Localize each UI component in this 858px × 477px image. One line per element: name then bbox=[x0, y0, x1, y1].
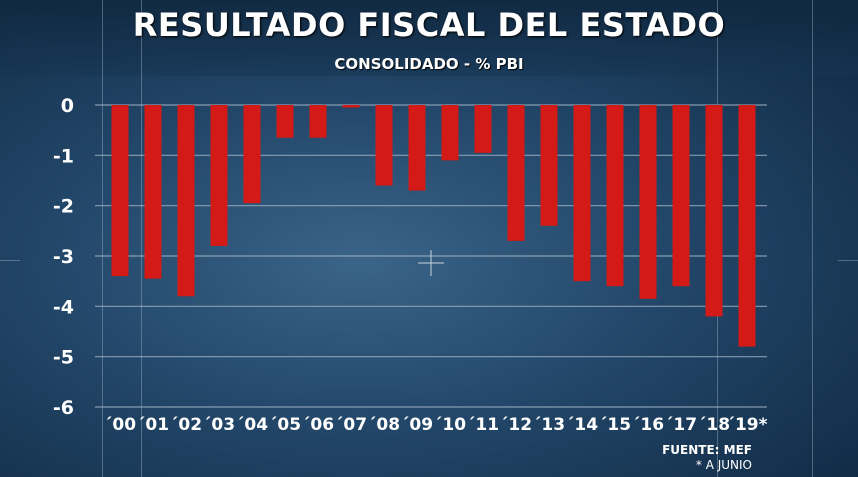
bar bbox=[507, 105, 525, 241]
y-tick-label: -2 bbox=[53, 196, 74, 218]
bar bbox=[540, 105, 558, 226]
frame-line-left-inner bbox=[141, 0, 142, 477]
y-tick-label: 0 bbox=[61, 95, 74, 117]
bar bbox=[738, 105, 756, 347]
x-tick-label: ´04 bbox=[236, 415, 268, 435]
y-tick-label: -4 bbox=[53, 296, 74, 318]
x-tick-label: ´07 bbox=[335, 415, 367, 435]
x-tick-label: ´09 bbox=[401, 415, 433, 435]
x-tick-label: ´13 bbox=[533, 415, 565, 435]
chart-subtitle: CONSOLIDADO - % PBI bbox=[334, 55, 524, 73]
source-label: FUENTE: MEF bbox=[662, 443, 752, 457]
x-tick-label: ´15 bbox=[599, 415, 631, 435]
x-tick-label: ´03 bbox=[203, 415, 235, 435]
y-tick-label: -6 bbox=[53, 397, 74, 419]
y-tick-label: -5 bbox=[53, 347, 74, 369]
x-tick-label: ´11 bbox=[467, 415, 499, 435]
x-tick-label: ´08 bbox=[368, 415, 400, 435]
bar bbox=[639, 105, 657, 299]
frame-line-right-inner bbox=[812, 0, 813, 477]
source-block: FUENTE: MEF * A JUNIO bbox=[662, 443, 752, 473]
x-tick-label: ´12 bbox=[500, 415, 532, 435]
bar bbox=[672, 105, 690, 287]
x-tick-label: ´05 bbox=[269, 415, 301, 435]
x-tick-label: ´02 bbox=[170, 415, 202, 435]
source-note: * A JUNIO bbox=[695, 458, 752, 472]
bar bbox=[243, 105, 261, 204]
bar bbox=[144, 105, 162, 279]
chart-title: RESULTADO FISCAL DEL ESTADO bbox=[132, 6, 726, 44]
bar bbox=[441, 105, 459, 161]
x-tick-label: ´00 bbox=[104, 415, 136, 435]
x-tick-label: ´19* bbox=[726, 415, 767, 435]
frame-line-left-tick bbox=[0, 260, 20, 261]
bar bbox=[375, 105, 393, 186]
bar bbox=[276, 105, 294, 138]
bar bbox=[408, 105, 426, 191]
y-tick-label: -1 bbox=[53, 145, 74, 167]
bar bbox=[111, 105, 129, 277]
x-tick-label: ´01 bbox=[137, 415, 169, 435]
bar bbox=[342, 105, 360, 108]
bar bbox=[177, 105, 195, 297]
bar bbox=[474, 105, 492, 153]
crosshair-icon bbox=[418, 250, 444, 276]
x-tick-label: ´16 bbox=[632, 415, 664, 435]
x-tick-label: ´06 bbox=[302, 415, 334, 435]
frame-line-right-tick bbox=[838, 260, 858, 261]
x-tick-label: ´17 bbox=[665, 415, 697, 435]
x-tick-label: ´10 bbox=[434, 415, 466, 435]
bar bbox=[705, 105, 723, 317]
y-tick-label: -3 bbox=[53, 246, 74, 268]
bar bbox=[606, 105, 624, 287]
title-band bbox=[0, 0, 858, 76]
bar bbox=[309, 105, 327, 138]
x-tick-label: ´18 bbox=[698, 415, 730, 435]
frame-line-left bbox=[102, 0, 103, 477]
bar bbox=[573, 105, 591, 282]
bar bbox=[210, 105, 228, 246]
x-tick-label: ´14 bbox=[566, 415, 598, 435]
